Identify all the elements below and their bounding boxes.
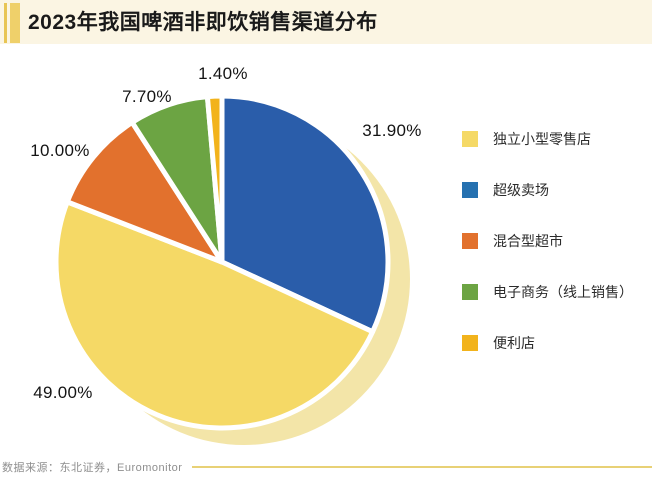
- legend-label-mixed-super: 混合型超市: [493, 233, 563, 249]
- pie-slice-4: [204, 93, 225, 265]
- legend-swatch-convenience: [462, 335, 478, 351]
- legend-label-hypermarket: 超级卖场: [493, 182, 549, 198]
- legend-swatch-small-retail: [462, 131, 478, 147]
- pie-label-mixed-super: 10.00%: [30, 141, 90, 160]
- data-source: 数据来源：东北证券，Euromonitor: [2, 462, 183, 474]
- legend: 独立小型零售店 超级卖场 混合型超市 电子商务（线上销售） 便利店: [462, 131, 633, 351]
- title-band: 2023年我国啤酒非即饮销售渠道分布: [0, 0, 652, 44]
- legend-item-mixed-super: 混合型超市: [462, 233, 633, 249]
- source-row: 数据来源：东北证券，Euromonitor: [2, 459, 652, 475]
- pie-label-hypermarket: 31.90%: [362, 121, 422, 140]
- legend-label-convenience: 便利店: [493, 335, 535, 351]
- pie-slice-0: [219, 93, 391, 335]
- legend-label-small-retail: 独立小型零售店: [493, 131, 591, 147]
- legend-swatch-ecommerce: [462, 284, 478, 300]
- title-accent-bar-thin: [4, 3, 7, 43]
- legend-item-convenience: 便利店: [462, 335, 633, 351]
- legend-item-hypermarket: 超级卖场: [462, 182, 633, 198]
- legend-label-ecommerce: 电子商务（线上销售）: [493, 284, 633, 300]
- title-accent-bar-thick: [10, 3, 20, 43]
- legend-item-ecommerce: 电子商务（线上销售）: [462, 284, 633, 300]
- pie-slice-1: [53, 199, 376, 431]
- legend-item-small-retail: 独立小型零售店: [462, 131, 633, 147]
- page-title: 2023年我国啤酒非即饮销售渠道分布: [28, 11, 378, 34]
- legend-swatch-mixed-super: [462, 233, 478, 249]
- pie-slice-2: [64, 119, 225, 265]
- pie-label-convenience: 1.40%: [198, 64, 248, 83]
- pie-label-ecommerce: 7.70%: [122, 87, 172, 106]
- source-divider-line: [192, 466, 652, 468]
- legend-swatch-hypermarket: [462, 182, 478, 198]
- pie-label-small-retail: 49.00%: [33, 383, 93, 402]
